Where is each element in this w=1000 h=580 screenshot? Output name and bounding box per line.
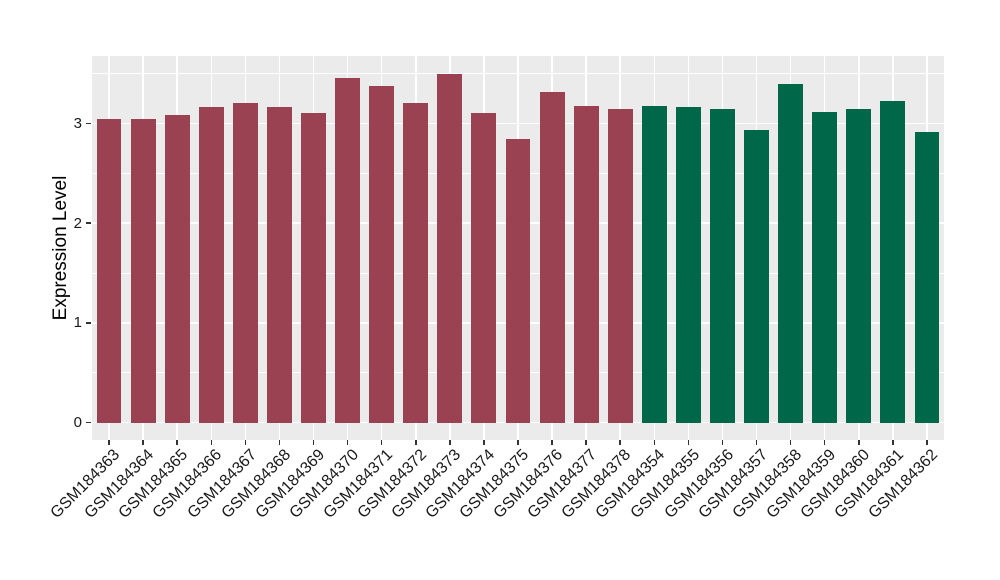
x-tick-mark (415, 440, 417, 445)
x-tick-mark (687, 440, 690, 445)
bar-GSM184364 (130, 119, 156, 423)
bar-GSM184363 (96, 119, 122, 423)
x-tick-mark (551, 440, 553, 445)
bar-GSM184366 (198, 107, 224, 423)
x-tick-mark (653, 440, 656, 445)
y-tick-label: 2 (73, 214, 82, 232)
x-tick-mark (926, 440, 928, 445)
bar-GSM184361 (880, 101, 906, 423)
bar-GSM184365 (164, 115, 190, 423)
x-tick-mark (483, 440, 485, 445)
x-tick-mark (823, 440, 826, 445)
x-tick-mark (346, 440, 349, 445)
bar-GSM184367 (232, 103, 258, 423)
bar-GSM184370 (335, 78, 361, 423)
bar-GSM184378 (607, 109, 633, 423)
x-tick-mark (142, 440, 144, 445)
y-tick-mark (86, 122, 91, 125)
bar-GSM184377 (573, 106, 599, 423)
y-tick-label: 1 (73, 314, 82, 332)
bar-GSM184354 (641, 106, 667, 423)
y-tick-mark (86, 222, 91, 224)
x-tick-mark (244, 440, 247, 445)
bar-GSM184372 (403, 103, 429, 423)
bar-GSM184358 (778, 84, 804, 423)
x-tick-mark (210, 440, 213, 445)
y-tick-label: 3 (73, 114, 82, 132)
x-tick-mark (380, 440, 383, 445)
x-tick-mark (721, 440, 724, 445)
bar-GSM184368 (267, 107, 292, 423)
bar-GSM184356 (710, 109, 735, 423)
bar-GSM184376 (539, 92, 565, 423)
bar-GSM184373 (437, 74, 463, 423)
bar-GSM184357 (744, 130, 769, 423)
y-tick-label: 0 (73, 414, 82, 432)
bar-GSM184362 (914, 132, 940, 423)
x-tick-mark (892, 440, 894, 445)
x-tick-mark (278, 440, 281, 445)
bar-GSM184375 (505, 139, 531, 423)
x-tick-mark (755, 440, 758, 445)
x-tick-mark (619, 440, 621, 445)
bar-GSM184374 (471, 113, 497, 423)
bar-GSM184371 (369, 86, 395, 423)
x-tick-mark (449, 440, 451, 445)
plot-panel (92, 56, 944, 440)
bar-GSM184369 (301, 113, 326, 423)
x-tick-mark (176, 440, 178, 445)
y-axis-title: Expression Level (50, 175, 71, 321)
x-tick-mark (517, 440, 519, 445)
x-tick-mark (312, 440, 315, 445)
x-tick-mark (108, 440, 110, 445)
x-tick-mark (789, 440, 792, 445)
x-tick-mark (585, 440, 587, 445)
x-tick-mark (858, 440, 860, 445)
y-tick-mark (86, 322, 91, 324)
bar-GSM184360 (846, 109, 872, 423)
bar-GSM184359 (812, 112, 838, 423)
y-tick-mark (86, 421, 91, 424)
bar-GSM184355 (675, 107, 701, 423)
